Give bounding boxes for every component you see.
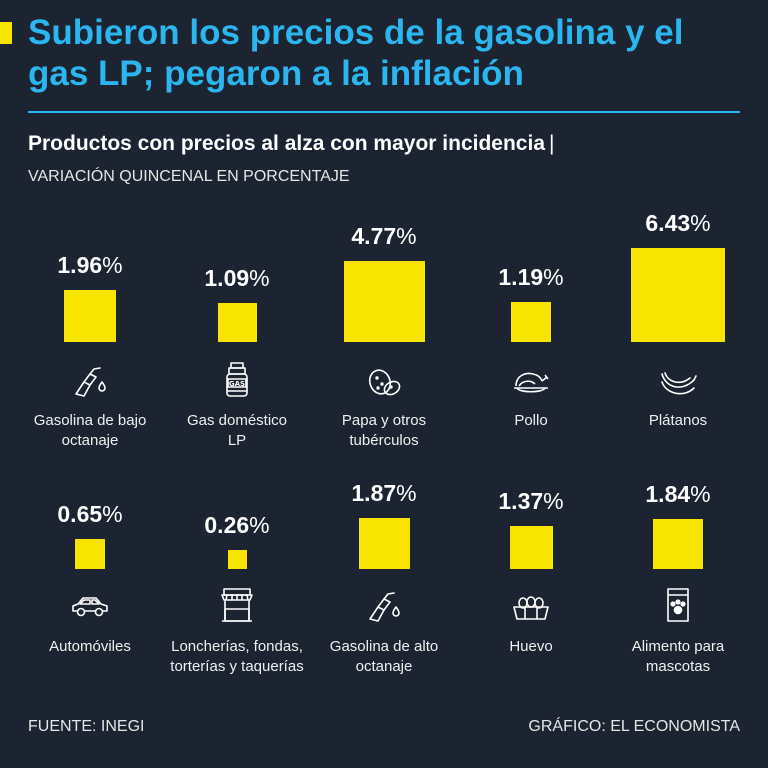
- percent-sign: %: [396, 480, 417, 506]
- value-label: 0.26%: [162, 512, 312, 539]
- value-label: 1.96%: [15, 252, 165, 279]
- value-number: 0.26: [204, 512, 250, 538]
- value-square: [509, 526, 553, 569]
- category-label-line: octanaje: [61, 432, 119, 449]
- value-square: [217, 303, 257, 342]
- value-square: [511, 302, 551, 342]
- page-title: Subieron los precios de la gasolina y el…: [28, 13, 684, 93]
- car-icon: [70, 585, 110, 625]
- percent-sign: %: [102, 252, 123, 278]
- category-label-line: Pollo: [514, 412, 548, 429]
- category-label-line: tubérculos: [349, 432, 419, 449]
- category-label: Huevo: [451, 637, 611, 657]
- roast-chicken-icon: [511, 360, 551, 400]
- category-label: Plátanos: [598, 411, 758, 431]
- value-square: [358, 518, 410, 569]
- source-note: FUENTE: INEGI: [28, 718, 145, 735]
- food-stall-icon: [217, 585, 257, 625]
- value-number: 6.43: [645, 210, 691, 236]
- potato-icon: [364, 360, 404, 400]
- value-square: [631, 248, 725, 342]
- subtitle-text: Productos con precios al alza con mayor …: [28, 132, 545, 155]
- category-label: Pollo: [451, 411, 611, 431]
- category-label-line: Plátanos: [648, 412, 708, 429]
- category-label: Gasolina de bajo octanaje: [10, 411, 170, 451]
- category-label-line: Gas doméstico: [186, 412, 288, 429]
- category-label: Loncherías, fondas, torterías y taquerías: [157, 637, 317, 677]
- value-number: 1.19: [498, 264, 544, 290]
- value-label: 1.37%: [456, 488, 606, 515]
- value-number: 1.37: [498, 488, 544, 514]
- category-label-line: torterías y taquerías: [170, 658, 304, 675]
- category-label: Gas doméstico LP: [157, 411, 317, 451]
- value-number: 1.96: [57, 252, 103, 278]
- category-label-line: Gasolina de alto: [329, 638, 439, 655]
- credit-note: GRÁFICO: EL ECONOMISTA: [528, 718, 740, 735]
- value-label: 1.87%: [309, 480, 459, 507]
- category-label: Alimento para mascotas: [598, 637, 758, 677]
- value-label: 1.09%: [162, 265, 312, 292]
- category-label-line: LP: [227, 432, 247, 449]
- value-number: 4.77: [351, 223, 397, 249]
- value-label: 1.19%: [456, 264, 606, 291]
- value-square: [64, 290, 116, 342]
- category-label: Gasolina de alto octanaje: [304, 637, 464, 677]
- bananas-icon: [658, 360, 698, 400]
- value-label: 6.43%: [603, 210, 753, 237]
- percent-sign: %: [690, 210, 711, 236]
- accent-block: [0, 22, 12, 44]
- svg-text:GAS: GAS: [229, 380, 245, 388]
- value-number: 1.87: [351, 480, 397, 506]
- gas-cylinder-icon: GAS: [217, 360, 257, 400]
- unit-label: VARIACIÓN QUINCENAL EN PORCENTAJE: [28, 168, 350, 185]
- value-square: [343, 261, 425, 342]
- category-label-line: Alimento para: [631, 638, 725, 655]
- category-label-line: octanaje: [355, 658, 413, 675]
- percent-sign: %: [249, 265, 270, 291]
- category-label-line: Papa y otros: [341, 412, 427, 429]
- percent-sign: %: [543, 264, 564, 290]
- value-number: 1.09: [204, 265, 250, 291]
- pet-food-bag-icon: [658, 585, 698, 625]
- category-label-line: Gasolina de bajo: [33, 412, 147, 429]
- percent-sign: %: [249, 512, 270, 538]
- value-square: [75, 539, 105, 569]
- category-label: Papa y otros tubérculos: [304, 411, 464, 451]
- category-label-line: Automóviles: [49, 638, 131, 655]
- category-label-line: Loncherías, fondas,: [171, 638, 303, 655]
- percent-sign: %: [690, 481, 711, 507]
- egg-carton-icon: [511, 585, 551, 625]
- category-label-line: mascotas: [645, 658, 711, 675]
- percent-sign: %: [543, 488, 564, 514]
- value-label: 4.77%: [309, 223, 459, 250]
- value-square: [653, 519, 703, 569]
- percent-sign: %: [396, 223, 417, 249]
- category-label-line: Huevo: [509, 638, 553, 655]
- percent-sign: %: [102, 501, 123, 527]
- category-label: Automóviles: [10, 637, 170, 657]
- value-number: 0.65: [57, 501, 103, 527]
- value-label: 0.65%: [15, 501, 165, 528]
- value-label: 1.84%: [603, 481, 753, 508]
- fuel-pump-icon: [364, 585, 404, 625]
- chart-subtitle: Productos con precios al alza con mayor …: [28, 132, 748, 156]
- title-divider: [28, 111, 740, 113]
- subtitle-separator: |: [549, 132, 555, 155]
- fuel-pump-icon: [70, 360, 110, 400]
- value-square: [227, 550, 247, 569]
- value-number: 1.84: [645, 481, 691, 507]
